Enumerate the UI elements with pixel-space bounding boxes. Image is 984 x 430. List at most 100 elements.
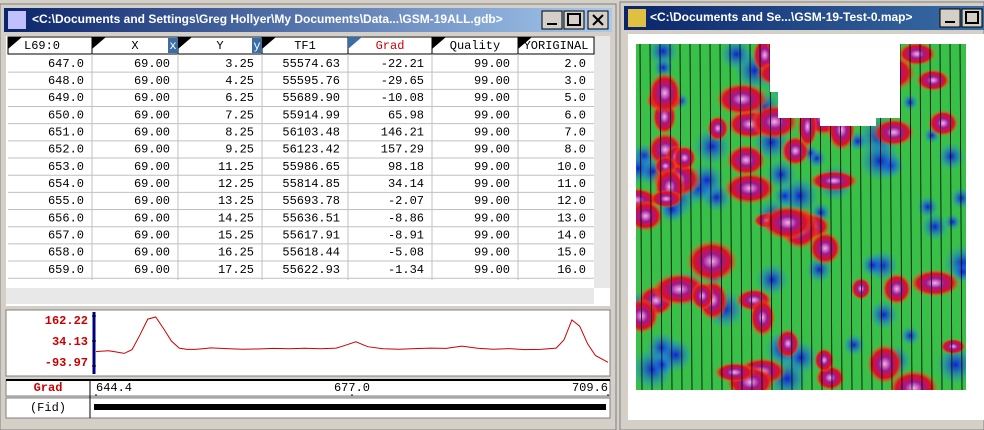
map-anomaly [881,272,912,306]
map-anomaly [636,200,664,232]
map-anomaly [761,205,814,241]
map-anomaly [888,369,940,390]
cell: 65.98 [388,108,424,122]
map-low [900,325,921,346]
map-anomaly [776,328,800,359]
map-anomaly [909,269,961,297]
cell: 55622.93 [282,263,340,277]
flight-line [639,44,643,390]
flight-line [749,44,753,390]
flight-line [959,44,963,390]
cell: 69.00 [134,194,170,208]
map-icon [628,9,646,27]
cell: 649.0 [48,91,84,105]
header-flag [92,37,106,49]
axis-marker [252,38,262,53]
map-anomaly [850,277,872,301]
map-anomaly [672,145,697,171]
map-anomaly [808,170,859,192]
cell: 99.00 [474,246,510,260]
map-anomaly [872,118,915,147]
flight-line [949,44,953,390]
left-buttons[interactable] [541,10,609,30]
flight-line [719,44,723,390]
cell: 9.25 [225,143,254,157]
column-header-label: YORIGINAL [524,39,589,53]
map-low [754,262,790,297]
flight-line [759,44,763,390]
cell: 69.00 [134,177,170,191]
profile-line [95,316,609,363]
flight-line [939,44,943,390]
cell: 8.0 [564,143,586,157]
flight-line [689,44,693,390]
x-tick-label: 644.4 [96,381,132,395]
flight-line [769,44,773,390]
cell: 6.0 [564,108,586,122]
x-tick-label: 709.6 [572,381,608,395]
cell: 650.0 [48,108,84,122]
cell: 14.0 [557,228,586,242]
header-flag [518,37,532,49]
cell: 3.25 [225,57,254,71]
cell: -5.08 [388,246,424,260]
left-titlebar[interactable] [4,8,612,32]
map-anomaly [713,362,756,383]
header-flag [8,37,22,49]
map-anomaly [749,298,776,337]
map-anomaly [915,69,951,92]
cell: 99.00 [474,160,510,174]
cell: -29.65 [381,74,424,88]
cell: 99.00 [474,263,510,277]
flight-line [929,44,933,390]
column-header-label: TF1 [294,39,316,53]
cell: 17.25 [218,263,254,277]
x-marker: x [169,39,176,53]
cell: 55574.63 [282,57,340,71]
cell: 5.0 [564,91,586,105]
cell: 99.00 [474,194,510,208]
cell: 99.00 [474,211,510,225]
map-anomaly [690,281,715,311]
cell: 652.0 [48,143,84,157]
cell: 6.25 [225,91,254,105]
cell: 655.0 [48,194,84,208]
app-icon [8,11,26,29]
cell: 653.0 [48,160,84,174]
cell: 69.00 [134,263,170,277]
cell: 657.0 [48,228,84,242]
map-anomaly [808,231,842,266]
cell: 69.00 [134,160,170,174]
right-buttons[interactable] [939,8,983,28]
profile-panel [5,309,611,377]
header-flag [348,37,362,49]
map-low [916,195,940,219]
cell: 3.0 [564,74,586,88]
h-scrollbar[interactable] [6,288,594,304]
v-scrollbar[interactable] [594,36,610,288]
header-flag [262,37,276,49]
cell: 13.0 [557,211,586,225]
cell: 12.25 [218,177,254,191]
cell: 69.00 [134,143,170,157]
axis-marker [168,38,178,53]
cell: 55986.65 [282,160,340,174]
map-anomaly [649,189,684,209]
cell: 99.00 [474,228,510,242]
cell: 99.00 [474,57,510,71]
cell: 658.0 [48,246,84,260]
cell: 99.00 [474,177,510,191]
x-tick-label: 677.0 [334,381,370,395]
cell: 55689.90 [282,91,340,105]
right-titlebar[interactable] [624,6,984,30]
cell: -2.07 [388,194,424,208]
cell: 8.25 [225,125,254,139]
cell: -8.91 [388,228,424,242]
x-axis-label: (Fid) [30,401,66,415]
cell: 55814.85 [282,177,340,191]
cell: 10.0 [557,160,586,174]
cell: 55914.99 [282,108,340,122]
column-header-label: Quality [450,39,500,53]
fid-range-bar[interactable] [94,404,606,410]
